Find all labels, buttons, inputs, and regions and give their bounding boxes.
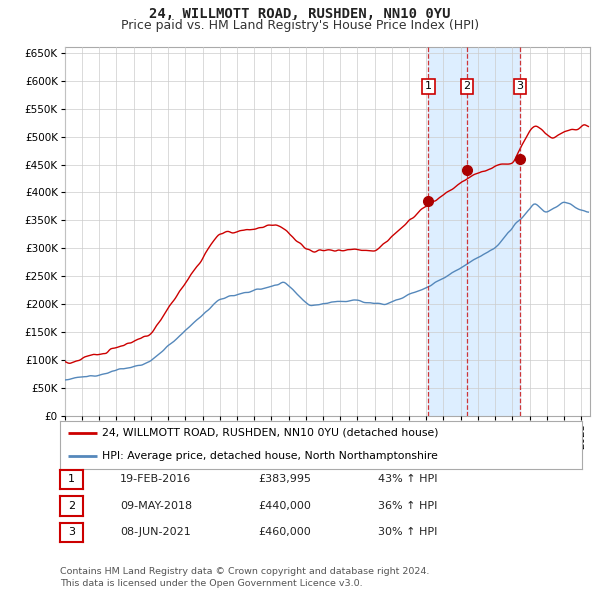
Bar (428, 47, 520, 416)
Text: 36% ↑ HPI: 36% ↑ HPI (378, 501, 437, 510)
Text: 19-FEB-2016: 19-FEB-2016 (120, 474, 191, 484)
Text: HPI: Average price, detached house, North Northamptonshire: HPI: Average price, detached house, Nort… (102, 451, 437, 461)
Text: £460,000: £460,000 (258, 527, 311, 537)
Text: 1: 1 (425, 81, 432, 91)
Text: 30% ↑ HPI: 30% ↑ HPI (378, 527, 437, 537)
Text: Contains HM Land Registry data © Crown copyright and database right 2024.
This d: Contains HM Land Registry data © Crown c… (60, 568, 430, 588)
Text: 24, WILLMOTT ROAD, RUSHDEN, NN10 0YU: 24, WILLMOTT ROAD, RUSHDEN, NN10 0YU (149, 7, 451, 21)
Text: 3: 3 (517, 81, 524, 91)
Text: 1: 1 (68, 474, 75, 484)
Text: £440,000: £440,000 (258, 501, 311, 510)
Text: £383,995: £383,995 (258, 474, 311, 484)
Text: 3: 3 (68, 527, 75, 537)
Text: 2: 2 (68, 501, 75, 511)
Text: 43% ↑ HPI: 43% ↑ HPI (378, 474, 437, 484)
Text: 08-JUN-2021: 08-JUN-2021 (120, 527, 191, 537)
Text: 24, WILLMOTT ROAD, RUSHDEN, NN10 0YU (detached house): 24, WILLMOTT ROAD, RUSHDEN, NN10 0YU (de… (102, 428, 438, 438)
Text: Price paid vs. HM Land Registry's House Price Index (HPI): Price paid vs. HM Land Registry's House … (121, 19, 479, 32)
Text: 2: 2 (464, 81, 470, 91)
Text: 09-MAY-2018: 09-MAY-2018 (120, 501, 192, 510)
